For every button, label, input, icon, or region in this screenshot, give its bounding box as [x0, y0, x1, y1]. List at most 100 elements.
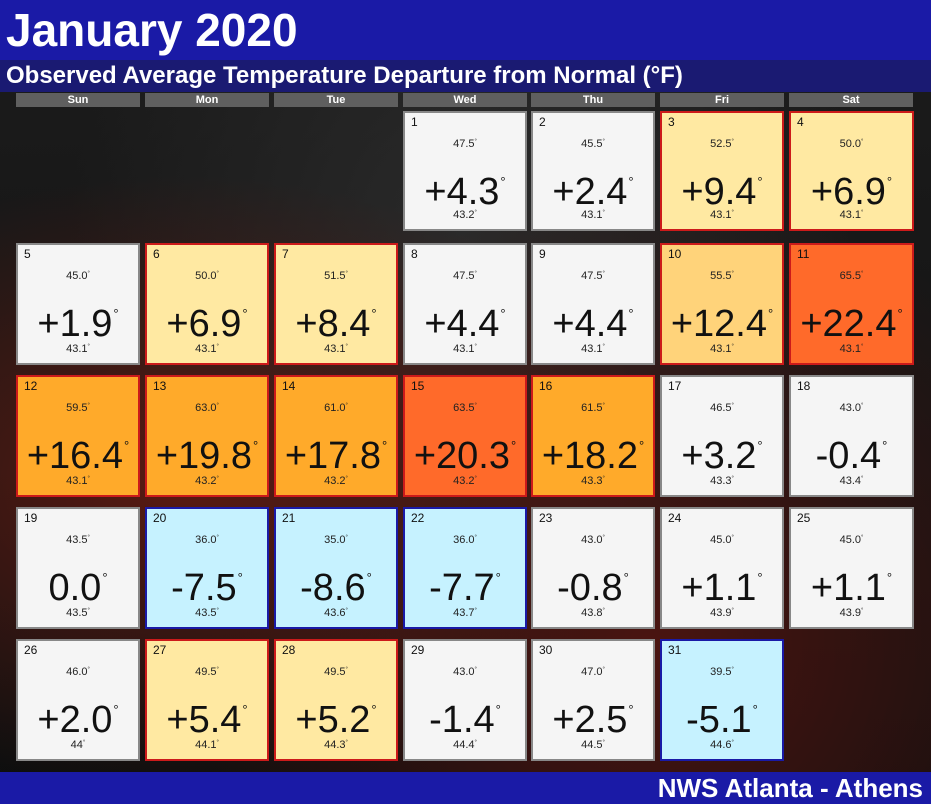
- degree-symbol: °: [752, 702, 758, 717]
- temp-departure-value: +9.4: [681, 171, 757, 213]
- day-cell: 16 61.5° +18.2° 43.3°: [531, 375, 655, 497]
- normal-temp: 44.5°: [533, 739, 653, 751]
- day-cell: 3 52.5° +9.4° 43.1°: [660, 111, 784, 231]
- degree-symbol: °: [731, 210, 734, 216]
- normal-temp-value: 43.1: [324, 343, 346, 355]
- day-number: 20: [153, 511, 167, 525]
- degree-symbol: °: [861, 476, 864, 482]
- temp-departure-value: +1.1: [681, 567, 757, 609]
- normal-temp-value: 43.2: [324, 475, 346, 487]
- degree-symbol: °: [216, 608, 219, 614]
- normal-temp-value: 43.1: [66, 475, 88, 487]
- day-number: 27: [153, 643, 167, 657]
- normal-temp: 43.2°: [405, 475, 525, 487]
- observed-temp: 47.5°: [405, 138, 525, 150]
- temp-departure-value: +3.2: [681, 435, 757, 477]
- degree-symbol: °: [495, 702, 501, 717]
- normal-temp: 44.3°: [276, 739, 396, 751]
- temp-departure-value: -0.8: [557, 567, 623, 609]
- normal-temp-value: 43.2: [453, 209, 475, 221]
- day-number: 25: [797, 511, 811, 525]
- temp-departure: +4.4°: [405, 291, 525, 347]
- day-number: 22: [411, 511, 425, 525]
- normal-temp: 43.9°: [662, 607, 782, 619]
- degree-symbol: °: [602, 403, 605, 409]
- degree-symbol: °: [731, 344, 734, 350]
- normal-temp: 43.7°: [405, 607, 525, 619]
- degree-symbol: °: [237, 570, 243, 585]
- normal-temp: 43.3°: [662, 475, 782, 487]
- day-cell: 27 49.5° +5.4° 44.1°: [145, 639, 269, 761]
- normal-temp-value: 43.1: [453, 343, 475, 355]
- observed-temp: 36.0°: [147, 534, 267, 546]
- normal-temp-value: 44.6: [710, 739, 732, 751]
- degree-symbol: °: [861, 403, 864, 409]
- day-number: 18: [797, 379, 811, 393]
- observed-temp-value: 63.0: [195, 402, 217, 414]
- degree-symbol: °: [252, 438, 259, 453]
- temp-departure: +18.2°: [533, 423, 653, 479]
- degree-symbol: °: [216, 667, 219, 673]
- temp-departure-value: -7.7: [429, 567, 495, 609]
- day-cell: 9 47.5° +4.4° 43.1°: [531, 243, 655, 365]
- temp-departure-value: +6.9: [166, 303, 242, 345]
- degree-symbol: °: [731, 271, 734, 277]
- normal-temp: 43.1°: [276, 343, 396, 355]
- observed-temp: 61.0°: [276, 402, 396, 414]
- observed-temp-value: 50.0: [839, 138, 861, 150]
- day-number: 6: [153, 247, 160, 261]
- temp-departure: +12.4°: [662, 291, 782, 347]
- normal-temp-value: 43.1: [839, 209, 861, 221]
- temp-departure-value: +16.4: [26, 435, 123, 477]
- degree-symbol: °: [102, 570, 108, 585]
- normal-temp-value: 43.9: [839, 607, 861, 619]
- degree-symbol: °: [861, 139, 864, 145]
- temp-departure-value: +17.8: [284, 435, 381, 477]
- degree-symbol: °: [87, 403, 90, 409]
- footer-bar: NWS Atlanta - Athens: [0, 772, 931, 804]
- temp-departure: +19.8°: [147, 423, 267, 479]
- degree-symbol: °: [638, 438, 645, 453]
- degree-symbol: °: [345, 740, 348, 746]
- observed-temp: 43.0°: [791, 402, 912, 414]
- observed-temp: 47.5°: [405, 270, 525, 282]
- observed-temp: 46.5°: [662, 402, 782, 414]
- day-cell: 6 50.0° +6.9° 43.1°: [145, 243, 269, 365]
- observed-temp-value: 35.0: [324, 534, 346, 546]
- degree-symbol: °: [366, 570, 372, 585]
- observed-temp-value: 50.0: [195, 270, 217, 282]
- day-number: 14: [282, 379, 296, 393]
- day-cell: 20 36.0° -7.5° 43.5°: [145, 507, 269, 629]
- degree-symbol: °: [345, 403, 348, 409]
- observed-temp-value: 63.5: [453, 402, 475, 414]
- degree-symbol: °: [602, 139, 605, 145]
- observed-temp: 45.0°: [18, 270, 138, 282]
- observed-temp: 35.0°: [276, 534, 396, 546]
- temp-departure: +4.3°: [405, 159, 525, 215]
- degree-symbol: °: [216, 535, 219, 541]
- degree-symbol: °: [216, 740, 219, 746]
- degree-symbol: °: [381, 438, 388, 453]
- degree-symbol: °: [345, 271, 348, 277]
- normal-temp-value: 43.2: [195, 475, 217, 487]
- observed-temp-value: 46.0: [66, 666, 88, 678]
- temp-departure-value: +18.2: [541, 435, 638, 477]
- normal-temp: 44°: [18, 739, 138, 751]
- degree-symbol: °: [216, 476, 219, 482]
- day-cell: 31 39.5° -5.1° 44.6°: [660, 639, 784, 761]
- day-number: 23: [539, 511, 553, 525]
- degree-symbol: °: [602, 476, 605, 482]
- weekday-fri: Fri: [660, 93, 784, 107]
- observed-temp: 65.5°: [791, 270, 912, 282]
- temp-departure: -8.6°: [276, 555, 396, 611]
- degree-symbol: °: [861, 535, 864, 541]
- day-number: 2: [539, 115, 546, 129]
- degree-symbol: °: [216, 403, 219, 409]
- degree-symbol: °: [767, 306, 774, 321]
- day-number: 19: [24, 511, 38, 525]
- normal-temp: 43.8°: [533, 607, 653, 619]
- observed-temp: 47.5°: [533, 270, 653, 282]
- observed-temp-value: 43.5: [66, 534, 88, 546]
- normal-temp: 43.1°: [18, 475, 138, 487]
- day-cell: 18 43.0° -0.4° 43.4°: [789, 375, 914, 497]
